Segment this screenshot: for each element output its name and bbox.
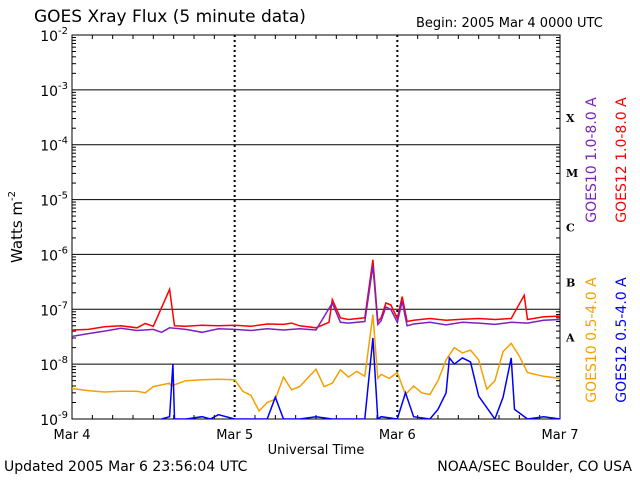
y-tick-label: 10-8	[40, 355, 68, 374]
legend-entry: GOES10 1.0-8.0 A	[584, 97, 600, 223]
y-axis-label: Watts m-2	[7, 191, 26, 263]
flare-class-label: C	[566, 222, 575, 235]
series-line	[72, 265, 560, 338]
legend-entry: GOES10 0.5-4.0 A	[584, 277, 600, 403]
y-tick-label: 10-6	[40, 245, 68, 264]
y-tick-label: 10-4	[40, 136, 68, 155]
chart-title: GOES Xray Flux (5 minute data)	[34, 7, 306, 27]
y-tick-label: 10-9	[40, 410, 68, 429]
flare-class-label: A	[565, 331, 575, 344]
legend-entry: GOES12 1.0-8.0 A	[614, 97, 630, 223]
series-line	[161, 337, 560, 419]
legend-entry: GOES12 0.5-4.0 A	[614, 277, 630, 403]
flare-class-label: X	[566, 112, 575, 125]
y-tick-label: 10-5	[40, 191, 68, 210]
plot-frame	[71, 34, 561, 420]
flare-class-label: B	[566, 277, 575, 290]
y-tick-label: 10-2	[40, 26, 68, 45]
footer-updated: Updated 2005 Mar 6 23:56:04 UTC	[4, 459, 248, 475]
x-tick-label: Mar 4	[54, 428, 91, 443]
y-tick-label: 10-7	[40, 300, 68, 319]
y-tick-label: 10-3	[40, 81, 68, 100]
x-tick-label: Mar 7	[542, 428, 579, 443]
series-line	[72, 259, 560, 331]
x-tick-label: Mar 6	[379, 428, 416, 443]
x-axis-label: Universal Time	[268, 443, 365, 458]
x-tick-label: Mar 5	[216, 428, 253, 443]
begin-label: Begin: 2005 Mar 4 0000 UTC	[416, 16, 603, 31]
footer-credit: NOAA/SEC Boulder, CO USA	[437, 459, 632, 475]
flare-class-label: M	[566, 167, 578, 180]
series-line	[72, 314, 560, 413]
